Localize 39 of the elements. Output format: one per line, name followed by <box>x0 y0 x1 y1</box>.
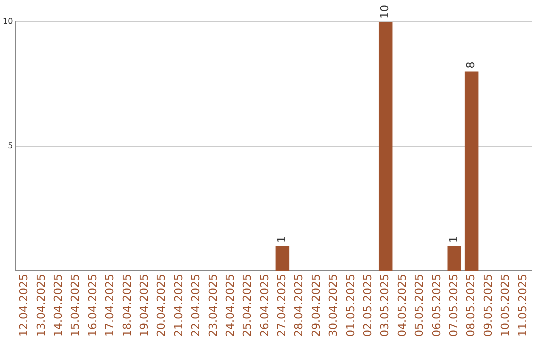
x-tick-label: 03.05.2025 <box>378 274 392 338</box>
x-tick-label: 02.05.2025 <box>362 274 375 338</box>
x-tick-label: 06.05.2025 <box>430 274 444 338</box>
bar <box>378 22 393 272</box>
x-tick-label: 26.04.2025 <box>258 274 272 338</box>
x-tick-label: 29.04.2025 <box>310 274 323 338</box>
x-tick-label: 19.04.2025 <box>138 274 151 338</box>
x-tick-label: 15.04.2025 <box>69 274 82 338</box>
x-tick-label: 30.04.2025 <box>327 274 340 338</box>
x-tick-label: 12.04.2025 <box>18 274 31 338</box>
x-tick-label: 27.04.2025 <box>276 274 289 338</box>
x-tick-label: 20.04.2025 <box>155 274 168 338</box>
x-tick-label: 07.05.2025 <box>447 274 460 338</box>
x-tick-label: 16.04.2025 <box>86 274 100 338</box>
bar <box>464 72 479 272</box>
bar <box>448 246 462 272</box>
x-tick-label: 08.05.2025 <box>464 274 478 338</box>
x-tick-label: 09.05.2025 <box>482 274 495 338</box>
data-label: 1 <box>276 236 289 244</box>
x-tick-label: 05.05.2025 <box>413 274 426 338</box>
x-tick-label: 23.04.2025 <box>206 274 220 338</box>
x-tick-label: 17.04.2025 <box>104 274 117 338</box>
x-tick-label: 25.04.2025 <box>241 274 254 338</box>
x-tick-label: 14.04.2025 <box>52 274 66 338</box>
x-tick-label: 24.04.2025 <box>224 274 237 338</box>
x-tick-label: 21.04.2025 <box>172 274 186 338</box>
data-label: 10 <box>378 5 392 19</box>
x-tick-label: 11.05.2025 <box>516 274 530 338</box>
x-tick-label: 13.04.2025 <box>34 274 48 338</box>
x-tick-label: 04.05.2025 <box>396 274 409 338</box>
x-tick-label: 22.04.2025 <box>190 274 203 338</box>
data-label: 8 <box>464 62 478 69</box>
y-tick-label: 5 <box>8 142 14 151</box>
data-label: 1 <box>447 236 460 244</box>
x-tick-label: 01.05.2025 <box>344 274 358 338</box>
x-tick-label: 28.04.2025 <box>292 274 306 338</box>
bar <box>276 246 290 272</box>
x-tick-label: 10.05.2025 <box>499 274 512 338</box>
x-tick-label: 18.04.2025 <box>120 274 134 338</box>
